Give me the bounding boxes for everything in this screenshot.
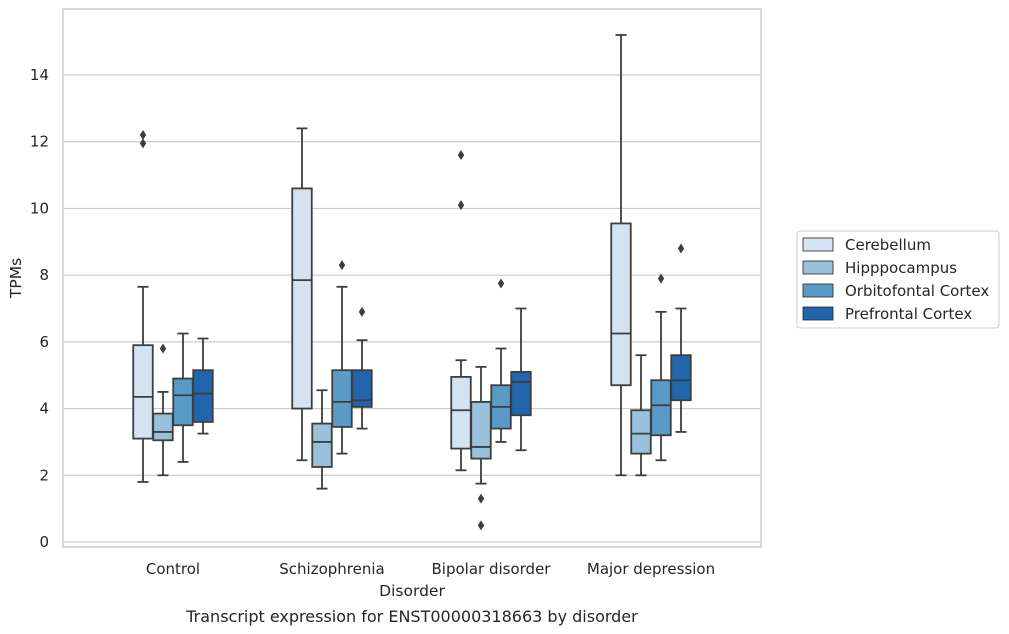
outlier-point — [677, 243, 685, 254]
outlier-point — [657, 273, 665, 284]
outlier-point — [139, 130, 147, 141]
outlier-point — [159, 343, 167, 354]
y-tick-labels: 0 2 4 6 8 10 12 14 — [30, 66, 49, 551]
series-hipppocampus — [152, 343, 652, 531]
outlier-point — [477, 493, 485, 504]
box — [470, 365, 492, 531]
x-axis-label: Disorder — [379, 582, 445, 600]
box — [610, 34, 632, 477]
legend-label: Orbitofontal Cortex — [845, 282, 989, 300]
y-tick-label: 8 — [39, 266, 49, 284]
legend-label: Cerebellum — [845, 236, 931, 254]
box — [490, 278, 512, 443]
chart-caption: Transcript expression for ENST0000031866… — [185, 607, 638, 626]
box-iqr — [331, 369, 353, 428]
y-tick-label: 14 — [30, 66, 49, 84]
box-iqr — [510, 370, 532, 417]
legend-swatch — [802, 306, 834, 321]
outlier-point — [457, 200, 465, 211]
box — [172, 332, 194, 463]
box-iqr — [291, 187, 313, 410]
box — [650, 273, 672, 462]
x-tick-labels: Control Schizophrenia Bipolar disorder Majo… — [146, 560, 715, 578]
y-tick-label: 10 — [30, 199, 49, 217]
box — [132, 130, 154, 483]
series-prefrontal-cortex — [192, 243, 692, 452]
outlier-point — [497, 278, 505, 289]
x-tick-label: Schizophrenia — [279, 560, 384, 578]
y-tick-label: 2 — [39, 466, 49, 484]
legend-swatch — [802, 260, 834, 275]
y-tick-label: 4 — [39, 400, 49, 418]
box — [152, 343, 174, 477]
y-tick-label: 6 — [39, 333, 49, 351]
x-tick-label: Control — [146, 560, 200, 578]
legend-swatch — [802, 237, 834, 252]
box-iqr — [351, 369, 373, 408]
outlier-point — [358, 306, 366, 317]
box-iqr — [132, 344, 154, 440]
box-series-group — [132, 34, 692, 531]
legend-label: Hipppocampus — [845, 259, 957, 277]
series-orbitofontal-cortex — [172, 260, 672, 463]
x-tick-label: Major depression — [587, 560, 715, 578]
series-cerebellum — [132, 34, 632, 483]
box-iqr — [192, 369, 214, 423]
outlier-point — [477, 520, 485, 531]
box-iqr — [610, 222, 632, 387]
y-tick-label: 12 — [30, 133, 49, 151]
box-iqr — [152, 412, 174, 442]
x-tick-label: Bipolar disorder — [432, 560, 552, 578]
box — [291, 127, 313, 462]
plot-area — [62, 8, 762, 548]
legend-swatch — [802, 283, 834, 298]
box — [510, 307, 532, 452]
y-axis-label: TPMs — [7, 258, 25, 299]
legend-label: Prefrontal Cortex — [845, 305, 972, 323]
legend-frame — [796, 230, 1000, 329]
outlier-point — [139, 138, 147, 149]
box — [192, 337, 214, 435]
box-iqr — [670, 354, 692, 402]
box — [670, 243, 692, 433]
box-iqr — [630, 409, 652, 455]
box-iqr — [450, 375, 472, 450]
y-tick-label: 0 — [39, 533, 49, 551]
box-iqr — [470, 400, 492, 460]
outlier-point — [457, 150, 465, 161]
box — [351, 306, 373, 430]
legend: Cerebellum Hipppocampus Orbitofontal Corte… — [796, 230, 1000, 329]
box-iqr — [650, 379, 672, 437]
outlier-point — [338, 260, 346, 271]
box-iqr — [172, 377, 194, 427]
box — [311, 389, 333, 490]
box-iqr — [311, 422, 333, 468]
box — [331, 260, 353, 455]
